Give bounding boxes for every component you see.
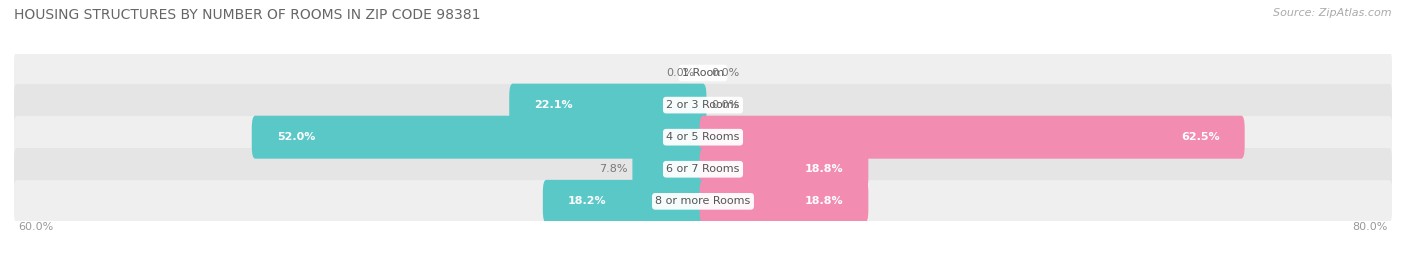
- Text: 22.1%: 22.1%: [534, 100, 572, 110]
- FancyBboxPatch shape: [14, 116, 1392, 158]
- FancyBboxPatch shape: [14, 84, 1392, 126]
- FancyBboxPatch shape: [252, 116, 706, 159]
- Text: 80.0%: 80.0%: [1353, 222, 1388, 232]
- Text: 60.0%: 60.0%: [18, 222, 53, 232]
- Text: 18.8%: 18.8%: [804, 164, 844, 174]
- FancyBboxPatch shape: [14, 52, 1392, 94]
- Text: 18.2%: 18.2%: [568, 196, 606, 206]
- Text: HOUSING STRUCTURES BY NUMBER OF ROOMS IN ZIP CODE 98381: HOUSING STRUCTURES BY NUMBER OF ROOMS IN…: [14, 8, 481, 22]
- FancyBboxPatch shape: [14, 180, 1392, 222]
- FancyBboxPatch shape: [700, 148, 869, 191]
- Text: 7.8%: 7.8%: [599, 164, 627, 174]
- FancyBboxPatch shape: [543, 180, 706, 223]
- Text: Source: ZipAtlas.com: Source: ZipAtlas.com: [1274, 8, 1392, 18]
- FancyBboxPatch shape: [633, 148, 706, 191]
- Text: 4 or 5 Rooms: 4 or 5 Rooms: [666, 132, 740, 142]
- Text: 1 Room: 1 Room: [682, 68, 724, 78]
- Text: 0.0%: 0.0%: [711, 100, 740, 110]
- Text: 0.0%: 0.0%: [711, 68, 740, 78]
- Text: 18.8%: 18.8%: [804, 196, 844, 206]
- Text: 8 or more Rooms: 8 or more Rooms: [655, 196, 751, 206]
- FancyBboxPatch shape: [14, 148, 1392, 190]
- Text: 6 or 7 Rooms: 6 or 7 Rooms: [666, 164, 740, 174]
- FancyBboxPatch shape: [700, 116, 1244, 159]
- Text: 0.0%: 0.0%: [666, 68, 695, 78]
- Text: 2 or 3 Rooms: 2 or 3 Rooms: [666, 100, 740, 110]
- FancyBboxPatch shape: [509, 84, 706, 127]
- Text: 52.0%: 52.0%: [277, 132, 315, 142]
- FancyBboxPatch shape: [700, 180, 869, 223]
- Text: 62.5%: 62.5%: [1181, 132, 1219, 142]
